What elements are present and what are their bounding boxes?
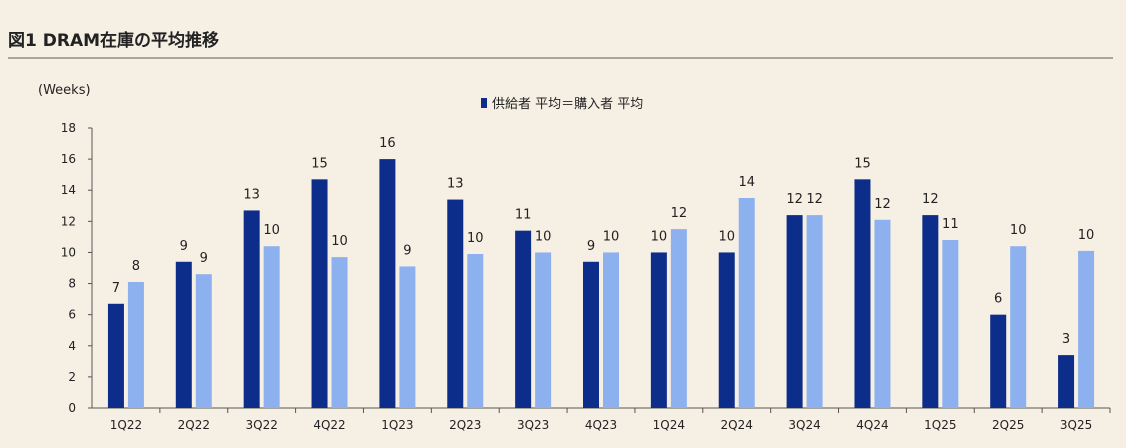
bar-supplier bbox=[583, 261, 599, 408]
bar-buyer bbox=[603, 252, 619, 408]
data-label: 10 bbox=[603, 229, 620, 244]
bar-buyer bbox=[331, 257, 348, 408]
bar-supplier bbox=[786, 215, 803, 408]
data-label: 9 bbox=[403, 243, 411, 258]
bar-supplier bbox=[311, 179, 328, 408]
data-label: 14 bbox=[738, 175, 755, 190]
x-tick-label: 2Q25 bbox=[992, 418, 1024, 432]
bar-supplier bbox=[515, 230, 532, 408]
x-tick-label: 1Q22 bbox=[110, 418, 142, 432]
bar-supplier bbox=[447, 199, 464, 408]
y-tick-label: 18 bbox=[61, 121, 76, 135]
bar-buyer bbox=[806, 215, 823, 408]
y-tick-label: 6 bbox=[68, 308, 76, 322]
data-label: 12 bbox=[806, 192, 823, 207]
data-label: 10 bbox=[1010, 223, 1027, 238]
bar-supplier bbox=[1058, 355, 1075, 408]
data-label: 12 bbox=[786, 192, 803, 207]
data-label: 3 bbox=[1062, 332, 1070, 347]
data-label: 11 bbox=[515, 208, 532, 223]
x-tick-label: 2Q24 bbox=[721, 418, 753, 432]
data-label: 10 bbox=[467, 231, 484, 246]
data-label: 10 bbox=[263, 223, 280, 238]
bar-supplier bbox=[990, 314, 1007, 408]
bar-supplier bbox=[107, 303, 124, 408]
chart-title: 図1 DRAM在庫の平均推移 bbox=[8, 31, 220, 51]
y-tick-label: 8 bbox=[68, 277, 76, 291]
y-tick-label: 14 bbox=[61, 183, 76, 197]
legend: 供給者 平均＝購入者 平均 bbox=[481, 93, 643, 112]
legend-label: 供給者 平均＝購入者 平均 bbox=[492, 97, 644, 112]
data-label: 9 bbox=[200, 251, 208, 266]
bar-buyer bbox=[467, 254, 484, 408]
bar-supplier bbox=[650, 252, 667, 408]
bar-supplier bbox=[854, 179, 871, 408]
title-underline bbox=[8, 57, 1113, 59]
data-label: 12 bbox=[922, 192, 939, 207]
data-label: 6 bbox=[994, 292, 1002, 307]
data-label: 8 bbox=[132, 259, 140, 274]
bar-supplier bbox=[718, 252, 735, 408]
x-tick-label: 3Q22 bbox=[245, 418, 277, 432]
bar-buyer bbox=[127, 282, 144, 408]
bar-supplier bbox=[243, 210, 260, 408]
x-tick-label: 4Q22 bbox=[313, 418, 345, 432]
y-tick-label: 10 bbox=[61, 245, 76, 259]
bar-buyer bbox=[399, 266, 416, 408]
x-tick-label: 1Q23 bbox=[381, 418, 413, 432]
bar-buyer bbox=[670, 229, 687, 408]
bar-buyer bbox=[263, 246, 280, 408]
data-label: 16 bbox=[379, 136, 396, 151]
x-tick-label: 2Q22 bbox=[178, 418, 210, 432]
data-label: 12 bbox=[874, 197, 891, 212]
y-tick-label: 0 bbox=[68, 401, 76, 415]
data-label: 13 bbox=[243, 187, 260, 202]
bar-buyer bbox=[195, 274, 212, 408]
bar-buyer bbox=[942, 240, 959, 408]
x-tick-label: 4Q23 bbox=[585, 418, 617, 432]
data-label: 9 bbox=[587, 239, 595, 254]
x-tick-label: 4Q24 bbox=[856, 418, 888, 432]
x-tick-label: 3Q24 bbox=[788, 418, 820, 432]
x-tick-label: 1Q25 bbox=[924, 418, 956, 432]
bar-buyer bbox=[1078, 250, 1095, 408]
y-tick-label: 4 bbox=[68, 339, 76, 353]
y-tick-label: 2 bbox=[68, 370, 76, 384]
legend-swatch-supplier bbox=[481, 97, 487, 108]
bar-buyer bbox=[874, 219, 891, 408]
bar-buyer bbox=[535, 252, 552, 408]
bar-buyer bbox=[1010, 246, 1027, 408]
bar-buyer bbox=[738, 198, 755, 408]
x-tick-label: 2Q23 bbox=[449, 418, 481, 432]
data-label: 11 bbox=[942, 217, 959, 232]
y-axis-label: (Weeks) bbox=[38, 83, 91, 98]
data-label: 7 bbox=[112, 281, 120, 296]
bar-supplier bbox=[379, 159, 396, 408]
bar-supplier bbox=[922, 215, 939, 408]
data-label: 10 bbox=[718, 229, 735, 244]
data-label: 15 bbox=[854, 156, 871, 171]
bar-supplier bbox=[175, 261, 192, 408]
data-label: 10 bbox=[651, 229, 668, 244]
data-label: 9 bbox=[180, 239, 188, 254]
x-tick-label: 3Q25 bbox=[1060, 418, 1092, 432]
data-label: 13 bbox=[447, 177, 464, 192]
x-tick-label: 1Q24 bbox=[653, 418, 685, 432]
x-tick-label: 3Q23 bbox=[517, 418, 549, 432]
data-label: 12 bbox=[671, 206, 688, 221]
data-label: 10 bbox=[1078, 228, 1095, 243]
y-tick-label: 16 bbox=[61, 152, 76, 166]
data-label: 15 bbox=[311, 156, 328, 171]
y-tick-label: 12 bbox=[61, 214, 76, 228]
data-label: 10 bbox=[535, 229, 552, 244]
data-label: 10 bbox=[331, 234, 348, 249]
